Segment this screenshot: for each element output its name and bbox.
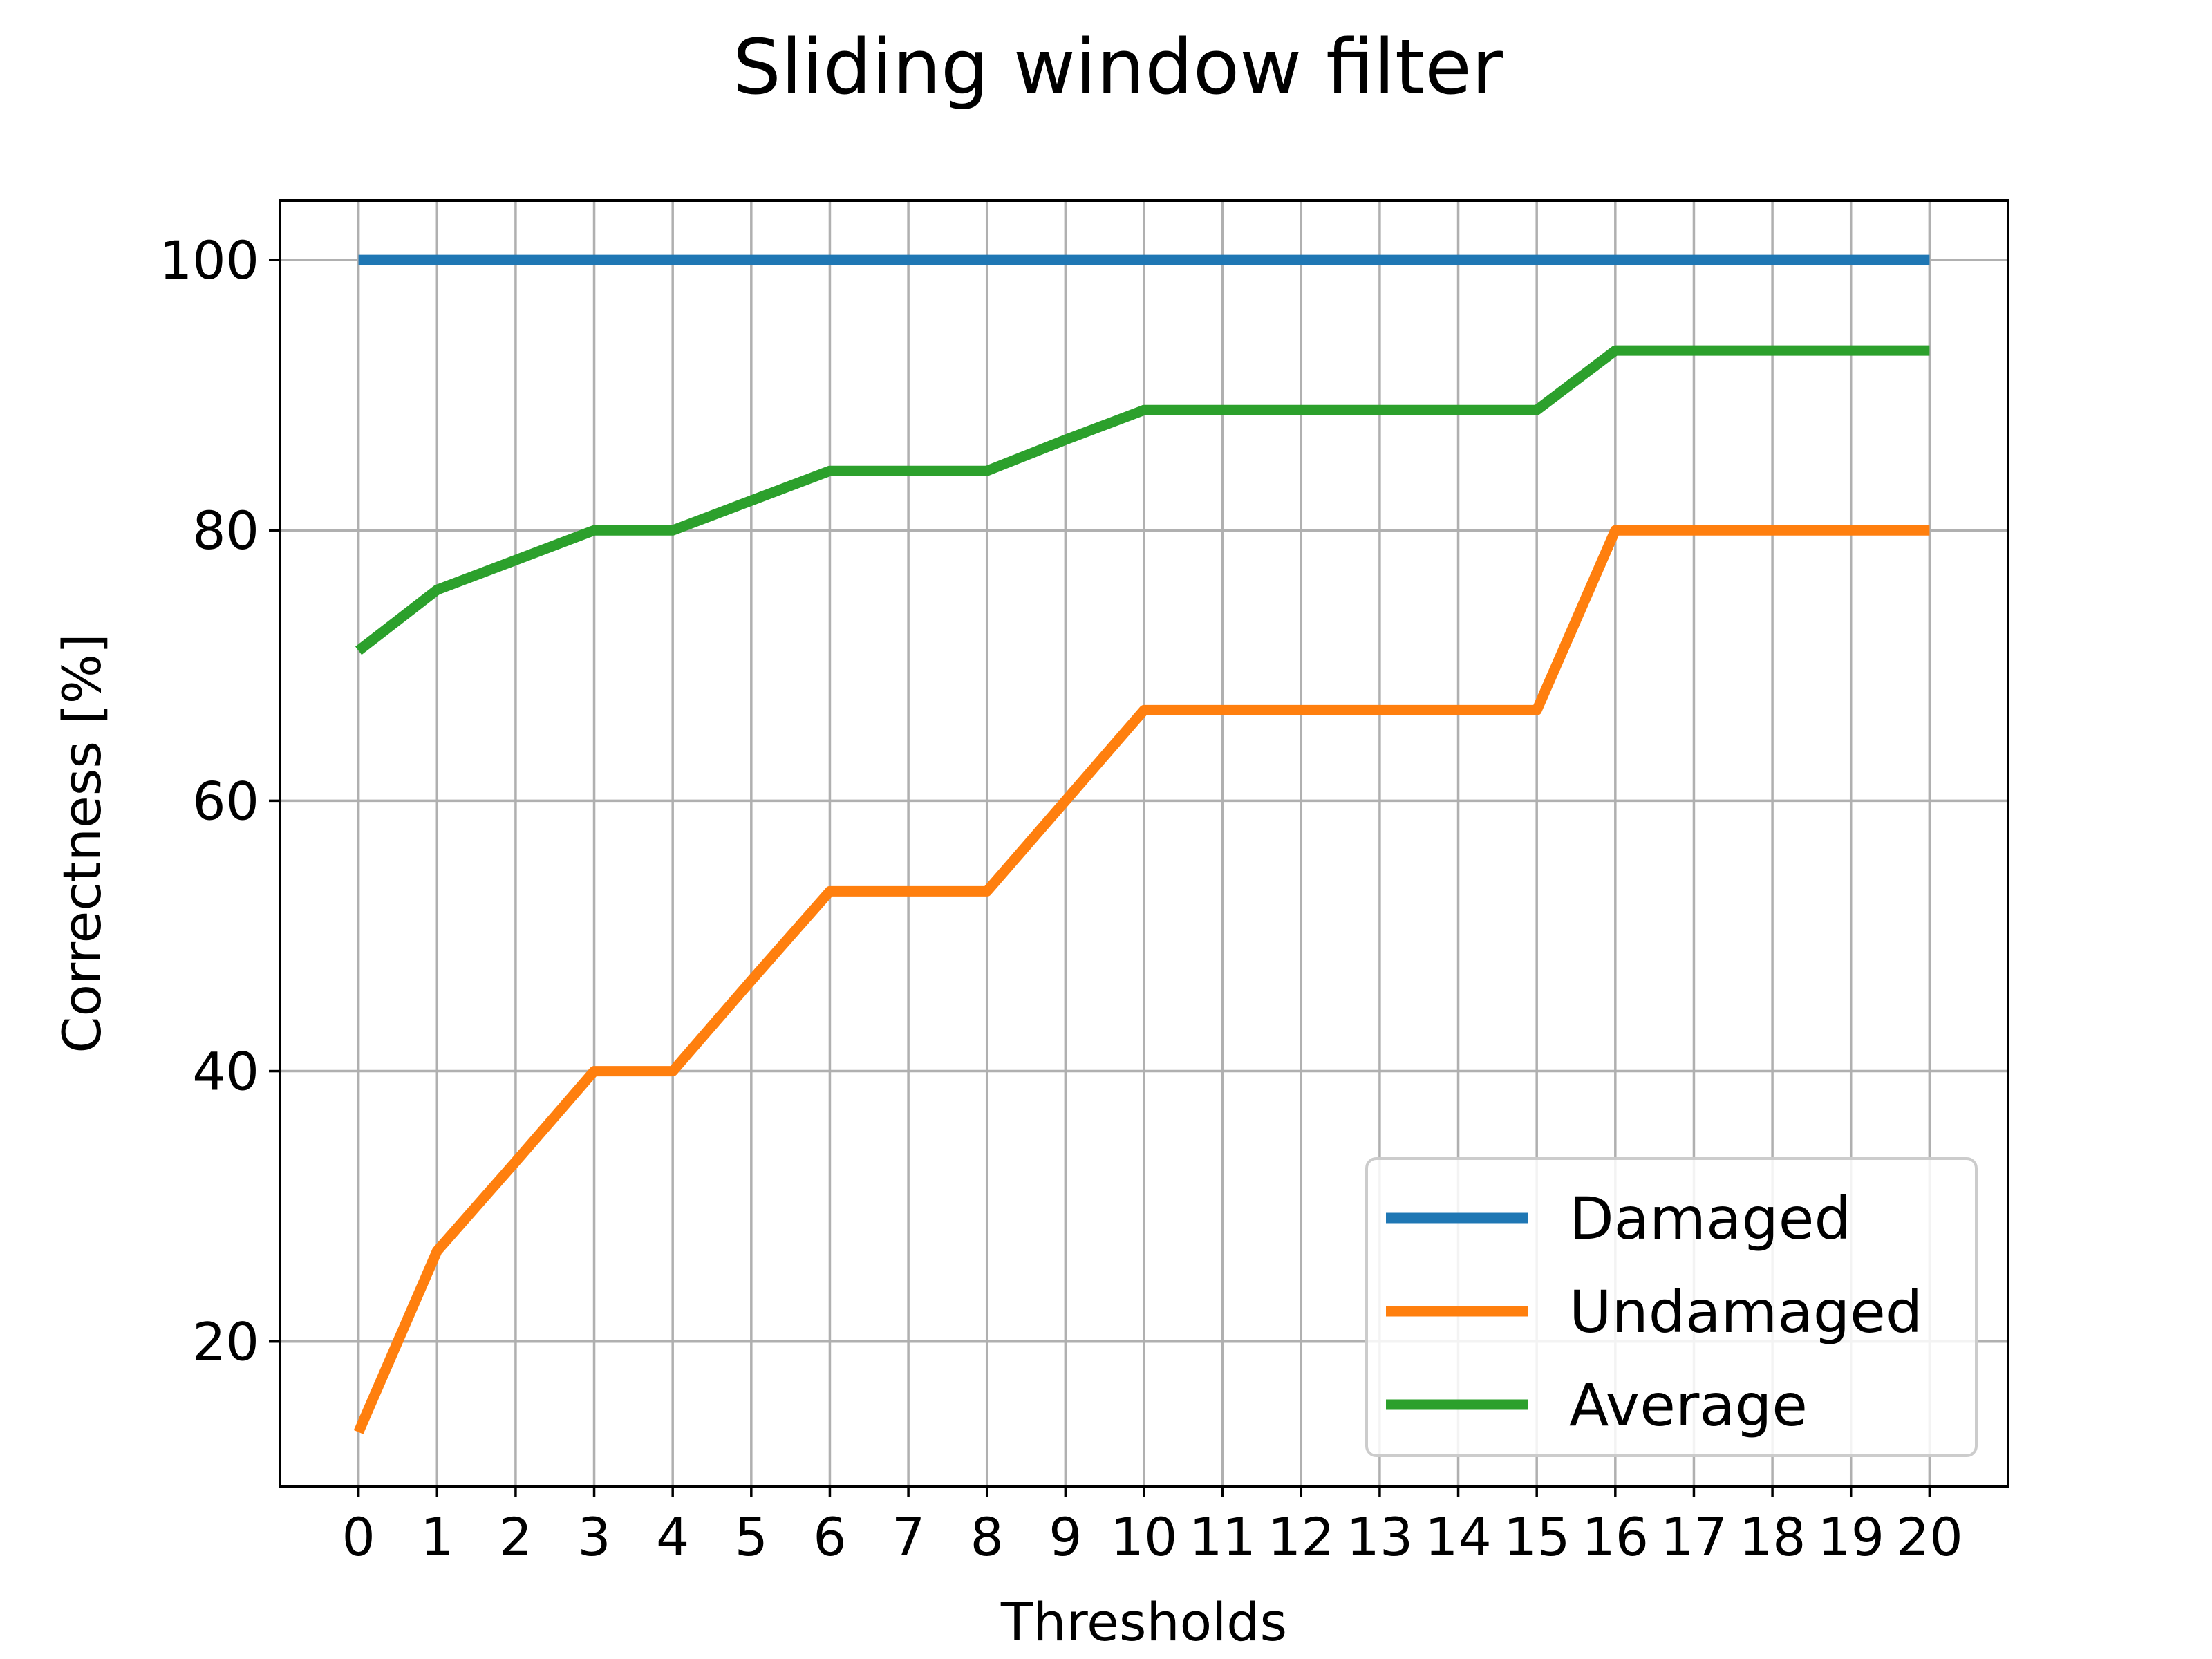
x-tick-label: 15	[1503, 1506, 1571, 1568]
y-axis-ticks: 20 40 60 80 100	[159, 229, 280, 1373]
x-tick-label: 16	[1582, 1506, 1649, 1568]
x-tick-label: 3	[577, 1506, 610, 1568]
series-lines	[353, 254, 1930, 1434]
x-tick-label: 20	[1896, 1506, 1963, 1568]
chart-title: Sliding window filter	[733, 23, 1503, 111]
x-tick-label: 1	[420, 1506, 453, 1568]
x-tick-label: 17	[1660, 1506, 1727, 1568]
x-tick-label: 13	[1347, 1506, 1414, 1568]
x-tick-label: 5	[735, 1506, 768, 1568]
legend-label: Average	[1569, 1371, 1808, 1439]
x-tick-label: 10	[1111, 1506, 1178, 1568]
x-tick-label: 14	[1425, 1506, 1492, 1568]
y-tick-label: 80	[192, 500, 259, 561]
x-tick-label: 11	[1189, 1506, 1256, 1568]
x-axis-ticks: 0 1 2 3 4 5 6 7 8 9 10 11 12 13 14 15 16 17 18 19 20	[341, 1486, 1963, 1568]
x-tick-label: 4	[656, 1506, 689, 1568]
x-tick-label: 19	[1817, 1506, 1884, 1568]
y-axis-label: Correctness [%]	[51, 633, 113, 1053]
x-tick-label: 2	[499, 1506, 532, 1568]
series-line-average	[355, 345, 1930, 655]
x-axis-label: Thresholds	[1000, 1591, 1287, 1653]
y-tick-label: 40	[192, 1041, 259, 1103]
legend-label: Undamaged	[1569, 1278, 1922, 1346]
legend: Damaged Undamaged Average	[1365, 1157, 1978, 1457]
x-tick-label: 9	[1049, 1506, 1082, 1568]
y-tick-label: 100	[159, 229, 259, 291]
x-tick-label: 6	[813, 1506, 846, 1568]
x-tick-label: 0	[341, 1506, 375, 1568]
legend-box	[1365, 1157, 1978, 1457]
y-tick-label: 60	[192, 770, 259, 832]
y-tick-label: 20	[192, 1311, 259, 1373]
series-line-undamaged	[353, 525, 1930, 1434]
x-tick-label: 12	[1268, 1506, 1335, 1568]
x-tick-label: 8	[971, 1506, 1004, 1568]
x-tick-label: 18	[1739, 1506, 1806, 1568]
legend-label: Damaged	[1569, 1185, 1851, 1253]
x-tick-label: 7	[892, 1506, 925, 1568]
